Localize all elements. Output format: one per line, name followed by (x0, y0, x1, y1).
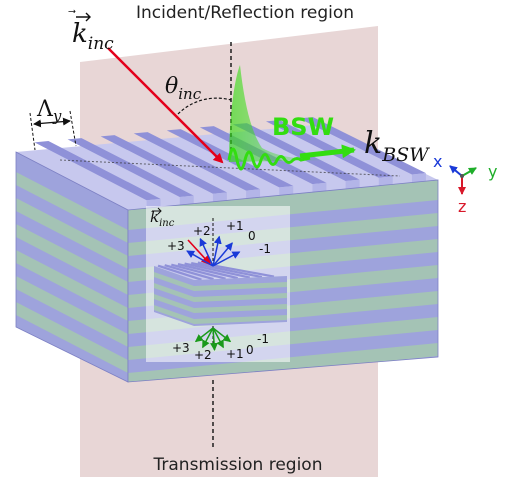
incidence-angle-arc (177, 97, 232, 115)
axis-y-label: y (488, 162, 497, 181)
diffraction-order-arrow (202, 327, 214, 349)
layer-stripe (16, 250, 128, 321)
layer-stripe (16, 198, 128, 269)
axis-z-label: z (458, 197, 466, 216)
grating-ridge-side (312, 182, 327, 193)
grating-ridge-side (146, 198, 161, 209)
theta-inc-label: θinc (165, 74, 202, 103)
grating-ridge (67, 138, 194, 197)
diffraction-order-label: +3 (167, 239, 185, 253)
bsw-arrow (299, 144, 356, 159)
layer-stripe (16, 302, 128, 373)
grating-ridge (232, 123, 360, 181)
grating-ridge-side (179, 195, 194, 205)
k-inc-label: kinc (72, 19, 114, 54)
grating-ridge (265, 120, 393, 178)
inset-layer (154, 305, 194, 324)
grating-ridge-side (279, 186, 294, 196)
inset-k-inc-label: kinc (150, 208, 175, 229)
layer-stripe (16, 172, 128, 243)
diffraction-order-arrow (186, 250, 214, 267)
grating-ridges (34, 117, 426, 209)
diffraction-order-arrow (212, 327, 232, 343)
grating-ridge (133, 132, 261, 191)
grating-ridge (299, 117, 426, 175)
diffraction-order-arrow (199, 237, 214, 267)
grating-ridge-side (246, 189, 261, 199)
inset-ridge (171, 263, 226, 280)
svg-text:⃗: ⃗ (68, 9, 76, 14)
inset-layer (154, 272, 194, 291)
lambda-y-label: Λy (36, 97, 62, 125)
inset-ridge (177, 263, 238, 280)
axis-x-label: x (433, 152, 442, 171)
grating-ridge (100, 135, 227, 194)
diffraction-order-arrow (212, 242, 233, 267)
inset-layer (154, 294, 194, 313)
inset-ridge (157, 264, 202, 281)
diffraction-order-arrow (210, 327, 219, 351)
inset-ridge (164, 264, 214, 281)
layer-stripe (16, 224, 128, 295)
diffraction-order-label: 0 (246, 343, 254, 357)
diffraction-inset: kinc +3+2 +10-1 +3 +2 +1 0-1 (146, 206, 290, 362)
diffraction-order-arrow (194, 327, 214, 343)
inset-layer (194, 293, 287, 302)
diffraction-order-label: +1 (226, 347, 244, 361)
diffraction-order-label: +2 (193, 224, 211, 238)
coordinate-axes: x y z (433, 152, 497, 216)
inset-layer (194, 282, 287, 291)
diffraction-order-label: -1 (257, 332, 269, 346)
k-bsw-label: kBSW (364, 126, 430, 166)
period-arrow (33, 117, 71, 128)
bsw-field-profile (229, 65, 330, 162)
diffraction-order-label: -1 (259, 242, 271, 256)
grating-ridge-side (212, 192, 227, 202)
grating-ridge (34, 141, 161, 201)
bsw-wave (227, 147, 311, 171)
inset-layer (194, 315, 287, 324)
diffraction-order-label: +2 (194, 348, 212, 362)
diffraction-order-arrow (212, 327, 224, 349)
diffraction-order-arrow (212, 251, 241, 267)
diffraction-order-arrow (212, 235, 222, 267)
inset-ridge (184, 262, 251, 279)
diffraction-order-label: +1 (226, 219, 244, 233)
incident-wave-arrow (107, 47, 224, 164)
grating-ridge-side (411, 173, 426, 183)
inset-layer (154, 283, 194, 302)
incident-reflection-label: Incident/Reflection region (136, 3, 354, 23)
bsw-label: BSW (272, 113, 334, 141)
diffraction-order-label: +3 (172, 341, 190, 355)
grating-ridge-side (345, 179, 360, 189)
inset-layer (194, 304, 287, 313)
diffraction-order-label: 0 (248, 229, 256, 243)
grating-ridge-side (378, 176, 393, 186)
transmission-label: Transmission region (153, 455, 323, 475)
layer-stripe (16, 276, 128, 347)
